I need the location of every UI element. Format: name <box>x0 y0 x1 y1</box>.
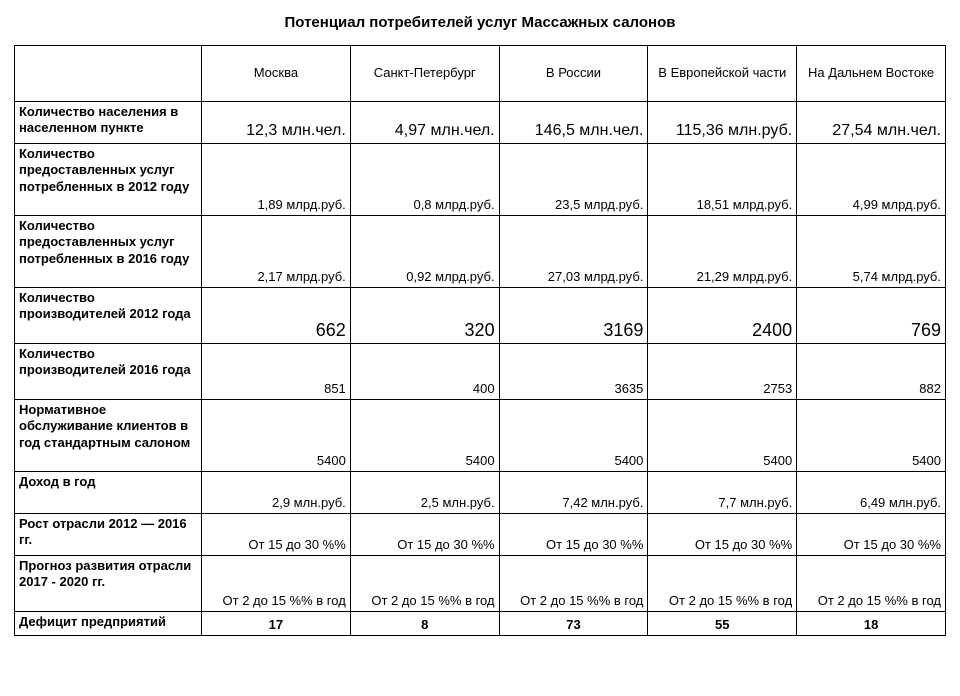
cell: 882 <box>797 344 946 400</box>
col-header: В Европейской части <box>648 46 797 102</box>
cell: 17 <box>202 612 351 636</box>
row-label: Количество предоставленных услуг потребл… <box>15 144 202 216</box>
cell: 18,51 млрд.руб. <box>648 144 797 216</box>
table-row: Доход в год 2,9 млн.руб. 2,5 млн.руб. 7,… <box>15 472 946 514</box>
cell: 3169 <box>499 288 648 344</box>
table-row: Количество населения в населенном пункте… <box>15 102 946 144</box>
cell: 27,03 млрд.руб. <box>499 216 648 288</box>
row-label: Нормативное обслуживание клиентов в год … <box>15 400 202 472</box>
cell: 0,8 млрд.руб. <box>350 144 499 216</box>
cell: 662 <box>202 288 351 344</box>
cell: 851 <box>202 344 351 400</box>
row-label: Доход в год <box>15 472 202 514</box>
cell: 4,99 млрд.руб. <box>797 144 946 216</box>
cell: 0,92 млрд.руб. <box>350 216 499 288</box>
cell: От 15 до 30 %% <box>499 514 648 556</box>
cell: 18 <box>797 612 946 636</box>
cell: 2,17 млрд.руб. <box>202 216 351 288</box>
row-label: Количество предоставленных услуг потребл… <box>15 216 202 288</box>
cell: 12,3 млн.чел. <box>202 102 351 144</box>
row-label: Количество производителей 2016 года <box>15 344 202 400</box>
cell: 2,5 млн.руб. <box>350 472 499 514</box>
cell: От 2 до 15 %% в год <box>648 556 797 612</box>
col-header: В России <box>499 46 648 102</box>
data-table: Москва Санкт-Петербург В России В Европе… <box>14 45 946 636</box>
cell: От 2 до 15 %% в год <box>797 556 946 612</box>
cell: 5400 <box>202 400 351 472</box>
cell: 8 <box>350 612 499 636</box>
cell: 5,74 млрд.руб. <box>797 216 946 288</box>
cell: 1,89 млрд.руб. <box>202 144 351 216</box>
cell: 5400 <box>499 400 648 472</box>
cell: 3635 <box>499 344 648 400</box>
cell: От 2 до 15 %% в год <box>499 556 648 612</box>
cell: От 2 до 15 %% в год <box>350 556 499 612</box>
cell: 2753 <box>648 344 797 400</box>
row-label: Прогноз развития отрасли 2017 - 2020 гг. <box>15 556 202 612</box>
table-row: Нормативное обслуживание клиентов в год … <box>15 400 946 472</box>
cell: 5400 <box>648 400 797 472</box>
col-header: Санкт-Петербург <box>350 46 499 102</box>
table-row: Количество предоставленных услуг потребл… <box>15 144 946 216</box>
row-label: Дефицит предприятий <box>15 612 202 636</box>
cell: 55 <box>648 612 797 636</box>
row-label: Количество производителей 2012 года <box>15 288 202 344</box>
cell: 320 <box>350 288 499 344</box>
cell: 769 <box>797 288 946 344</box>
cell: 21,29 млрд.руб. <box>648 216 797 288</box>
col-header: На Дальнем Востоке <box>797 46 946 102</box>
cell: От 2 до 15 %% в год <box>202 556 351 612</box>
table-row: Рост отрасли 2012 — 2016 гг. От 15 до 30… <box>15 514 946 556</box>
cell: 146,5 млн.чел. <box>499 102 648 144</box>
cell: От 15 до 30 %% <box>797 514 946 556</box>
cell: 27,54 млн.чел. <box>797 102 946 144</box>
cell: 23,5 млрд.руб. <box>499 144 648 216</box>
row-label: Рост отрасли 2012 — 2016 гг. <box>15 514 202 556</box>
cell: 4,97 млн.чел. <box>350 102 499 144</box>
row-label: Количество населения в населенном пункте <box>15 102 202 144</box>
cell: От 15 до 30 %% <box>202 514 351 556</box>
cell: 7,42 млн.руб. <box>499 472 648 514</box>
col-header: Москва <box>202 46 351 102</box>
cell: 5400 <box>797 400 946 472</box>
table-row: Дефицит предприятий 17 8 73 55 18 <box>15 612 946 636</box>
cell: 73 <box>499 612 648 636</box>
table-row: Количество производителей 2016 года 851 … <box>15 344 946 400</box>
cell: От 15 до 30 %% <box>648 514 797 556</box>
table-row: Количество производителей 2012 года 662 … <box>15 288 946 344</box>
cell: 115,36 млн.руб. <box>648 102 797 144</box>
table-row: Количество предоставленных услуг потребл… <box>15 216 946 288</box>
cell: 6,49 млн.руб. <box>797 472 946 514</box>
cell: 400 <box>350 344 499 400</box>
cell: 7,7 млн.руб. <box>648 472 797 514</box>
table-row: Прогноз развития отрасли 2017 - 2020 гг.… <box>15 556 946 612</box>
table-header-row: Москва Санкт-Петербург В России В Европе… <box>15 46 946 102</box>
cell: 5400 <box>350 400 499 472</box>
page-title: Потенциал потребителей услуг Массажных с… <box>14 14 946 31</box>
cell: От 15 до 30 %% <box>350 514 499 556</box>
header-blank <box>15 46 202 102</box>
cell: 2400 <box>648 288 797 344</box>
cell: 2,9 млн.руб. <box>202 472 351 514</box>
